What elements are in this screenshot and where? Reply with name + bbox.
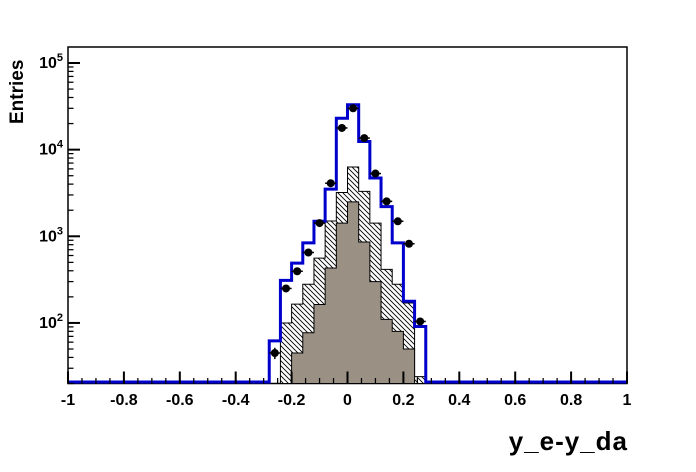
plot-generated-content: -1 -0.8 -0.6 -0.4 -0.2 0 0.2 0.4 0.6 0.8 1 102 103 10… [39,46,632,409]
y-tick-exponent: 4 [57,139,64,151]
x-tick-label: 0.8 [560,392,582,409]
data-marker [304,248,313,257]
x-tick-label: 0 [343,392,352,409]
x-tick-label: 1 [623,392,632,409]
data-marker [371,169,380,178]
y-tick-exponent: 2 [57,312,63,324]
data-marker [393,217,402,226]
y-tick-exponent: 5 [57,52,63,64]
data-marker [349,104,358,113]
axis-titles: Entries y_e-y_da [7,60,628,456]
data-marker [404,239,413,248]
x-axis-title: y_e-y_da [509,426,628,456]
x-tick-label: -0.8 [110,392,138,409]
data-marker [360,134,369,143]
x-tick-label: -0.2 [278,392,306,409]
data-marker [315,219,324,228]
y-tick-label: 105 [39,52,63,72]
y-tick-label: 102 [39,312,63,332]
data-marker [293,267,302,276]
x-tick-label: -1 [61,392,75,409]
data-marker [382,197,391,206]
data-marker [282,284,291,293]
y-tick-label: 104 [39,139,64,159]
x-tick-label: 0.2 [392,392,414,409]
x-tick-label: -0.6 [166,392,194,409]
data-marker [270,348,279,357]
data-marker [416,317,425,326]
x-tick-label: -0.4 [222,392,250,409]
data-marker [337,123,346,132]
gray-filled-histogram [291,201,416,384]
y-tick-exponent: 3 [57,225,63,237]
x-tick-label: 0.6 [504,392,526,409]
y-tick-label: 103 [39,225,63,245]
data-marker [326,179,335,188]
blue-step-histogram [68,103,627,384]
x-tick-label: 0.4 [448,392,470,409]
y-axis-title: Entries [7,60,28,124]
